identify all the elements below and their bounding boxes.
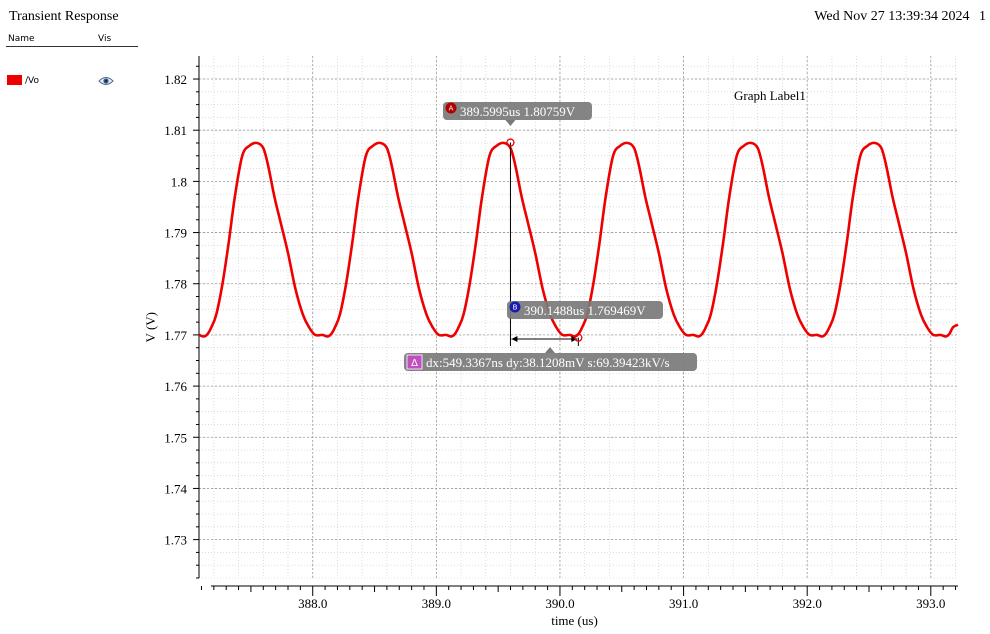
x-tick-label: 393.0 — [916, 596, 945, 611]
x-tick-label: 390.0 — [545, 596, 574, 611]
y-tick-label: 1.74 — [164, 481, 187, 496]
y-tick-label: 1.78 — [164, 277, 187, 292]
marker-b-label-badge-letter: B — [513, 304, 518, 312]
markers: A 389.5995us 1.80759V B 390.1488us 1.769469… — [404, 102, 697, 371]
x-axis-label: time (us) — [551, 613, 598, 628]
marker-b-label[interactable]: B 390.1488us 1.769469V — [507, 301, 663, 319]
x-tick-label: 388.0 — [298, 596, 327, 611]
y-tick-label: 1.82 — [164, 72, 187, 87]
graph-label: Graph Label1 — [734, 88, 806, 103]
y-tick-label: 1.76 — [164, 379, 187, 394]
delta-label-text: dx:549.3367ns dy:38.1208mV s:69.39423kV/… — [426, 355, 670, 370]
y-tick-label: 1.77 — [164, 328, 187, 343]
y-tick-label: 1.81 — [164, 123, 187, 138]
marker-a-label-pointer — [505, 120, 515, 126]
y-axis-label: V (V) — [143, 312, 158, 342]
marker-a-label-badge-letter: A — [449, 105, 454, 113]
x-tick-label: 392.0 — [793, 596, 822, 611]
marker-a-label[interactable]: A 389.5995us 1.80759V — [443, 102, 592, 126]
delta-arrow-left — [511, 336, 517, 342]
marker-a-label-text: 389.5995us 1.80759V — [460, 104, 576, 119]
y-tick-label: 1.79 — [164, 226, 187, 241]
x-tick-label: 391.0 — [669, 596, 698, 611]
tick-labels: 1.73 1.74 1.75 1.76 1.77 1.78 1.79 1.8 1.81 1.82 3… — [164, 72, 945, 611]
y-tick-label: 1.73 — [164, 533, 187, 548]
marker-b-label-text: 390.1488us 1.769469V — [524, 303, 646, 318]
delta-label-badge-letter: Δ — [411, 358, 418, 369]
y-tick-label: 1.8 — [171, 174, 187, 189]
x-tick-label: 389.0 — [422, 596, 451, 611]
y-tick-label: 1.75 — [164, 430, 187, 445]
